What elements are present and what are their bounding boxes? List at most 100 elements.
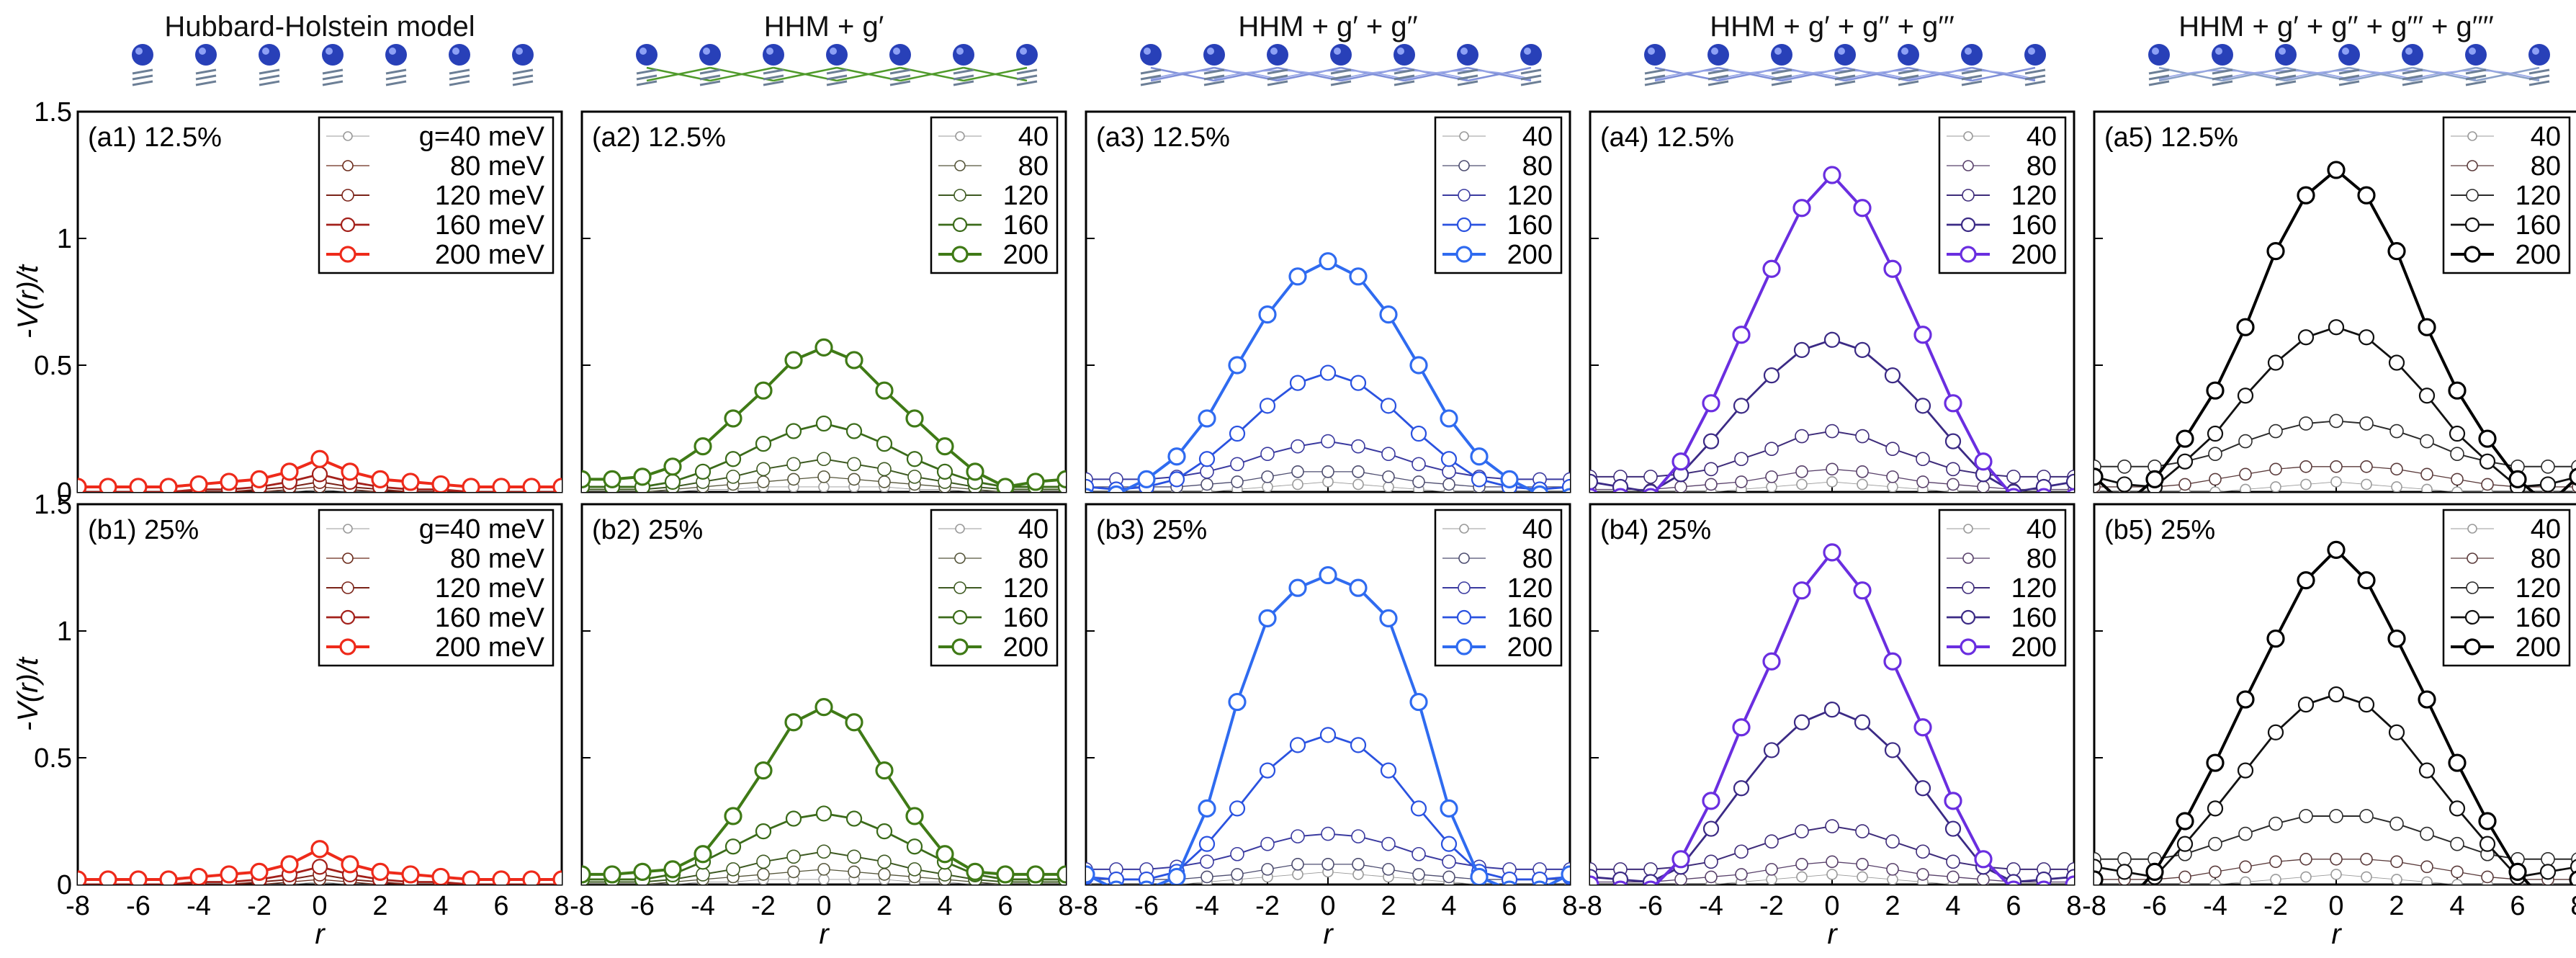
data-point-200 — [1288, 578, 1307, 597]
data-point-40 — [2270, 481, 2281, 492]
x-tick-label: 2 — [2389, 891, 2404, 921]
legend-entry: 120 — [2011, 573, 2057, 604]
site-highlight — [2215, 48, 2222, 55]
data-point-160 — [694, 463, 712, 480]
data-point-120 — [1230, 846, 1244, 861]
data-point-200 — [2206, 381, 2225, 400]
phonon-spring-icon — [1898, 68, 1919, 86]
data-point-80 — [757, 475, 770, 488]
data-point-80 — [1705, 478, 1718, 491]
y-tick-label: 1.5 — [34, 490, 72, 520]
data-point-200 — [2508, 470, 2527, 489]
site-highlight — [639, 48, 647, 55]
data-point-200 — [341, 855, 359, 874]
electron-site-icon — [2148, 44, 2170, 66]
coupling-line — [2285, 66, 2350, 82]
data-point-200 — [1198, 799, 1216, 818]
data-point-200 — [1612, 880, 1628, 885]
legend-marker — [1960, 609, 1976, 625]
data-point-200 — [905, 409, 924, 428]
legend-entry: 200 — [2516, 240, 2561, 270]
data-point-80 — [2239, 467, 2252, 481]
data-point-160 — [2388, 354, 2405, 371]
data-point-200 — [845, 713, 863, 732]
data-point-120 — [2450, 836, 2464, 851]
data-point-80 — [757, 868, 770, 881]
data-point-200 — [2094, 870, 2104, 885]
data-point-200 — [1167, 447, 1186, 466]
site-highlight — [1965, 48, 1972, 55]
legend-marker — [954, 160, 966, 171]
data-point-200 — [2236, 690, 2255, 709]
data-point-160 — [2094, 859, 2103, 875]
data-point-80 — [1735, 868, 1748, 881]
data-point-80 — [1947, 870, 1960, 884]
phonon-spring-icon — [1520, 68, 1542, 86]
data-point-200 — [1792, 199, 1811, 218]
data-point-160 — [664, 473, 681, 491]
data-point-80 — [2360, 460, 2373, 473]
data-point-160 — [2297, 329, 2315, 346]
data-point-200 — [189, 867, 208, 885]
coupling-line — [1718, 66, 1782, 82]
data-point-200 — [663, 860, 682, 879]
data-point-200 — [1561, 865, 1570, 884]
data-point-200 — [2418, 318, 2436, 336]
data-point-200 — [129, 870, 148, 885]
lattice-schematic — [132, 44, 534, 86]
data-point-40 — [1887, 874, 1898, 885]
electron-site-icon — [1140, 44, 1162, 66]
data-point-80 — [1795, 858, 1808, 871]
legend-marker — [2466, 581, 2479, 594]
data-point-80 — [1765, 863, 1778, 876]
phonon-spring-icon — [2338, 68, 2360, 86]
data-point-120 — [1260, 836, 1275, 851]
data-point-200 — [633, 467, 652, 486]
site-highlight — [199, 48, 206, 55]
legend-entry: 120 — [1507, 573, 1553, 604]
data-point-80 — [1856, 465, 1869, 478]
x-axis-label: r — [1323, 918, 1334, 950]
legend-marker — [1960, 638, 1977, 655]
data-point-120 — [2541, 852, 2555, 867]
data-point-200 — [1228, 692, 1247, 712]
data-point-200 — [996, 865, 1015, 884]
data-point-160 — [1440, 451, 1458, 467]
site-highlight — [1711, 48, 1718, 55]
data-point-120 — [1643, 862, 1658, 877]
data-point-120 — [2420, 826, 2434, 841]
data-point-200 — [1500, 470, 1519, 489]
x-tick-label: 8 — [1058, 891, 1073, 921]
data-point-120 — [1885, 442, 1900, 456]
x-tick-label: -2 — [1255, 891, 1280, 921]
data-point-80 — [2178, 870, 2191, 884]
electron-site-icon — [2338, 44, 2360, 66]
data-point-80 — [2178, 478, 2191, 491]
legend-marker — [1960, 246, 1977, 263]
lattice-schematic — [2148, 44, 2550, 86]
x-axis-label: r — [315, 918, 326, 950]
data-point-200 — [1349, 578, 1368, 597]
data-point-40 — [1262, 481, 1273, 492]
data-point-160 — [1793, 714, 1810, 730]
electron-site-icon — [1771, 44, 1792, 66]
data-point-200 — [1732, 718, 1751, 737]
site-highlight — [2152, 48, 2159, 55]
data-point-200 — [1167, 867, 1186, 885]
data-point-200 — [2508, 862, 2527, 882]
data-point-200 — [1026, 865, 1045, 884]
data-point-120 — [1885, 834, 1900, 849]
data-point-80 — [2330, 460, 2343, 473]
data-point-160 — [1229, 800, 1246, 817]
data-point-200 — [1643, 880, 1659, 885]
data-point-40 — [2240, 876, 2251, 885]
data-point-200 — [1409, 692, 1428, 712]
x-tick-label: 4 — [2449, 891, 2464, 921]
data-point-200 — [784, 713, 803, 732]
data-point-200 — [1139, 880, 1154, 885]
data-point-160 — [755, 435, 772, 452]
